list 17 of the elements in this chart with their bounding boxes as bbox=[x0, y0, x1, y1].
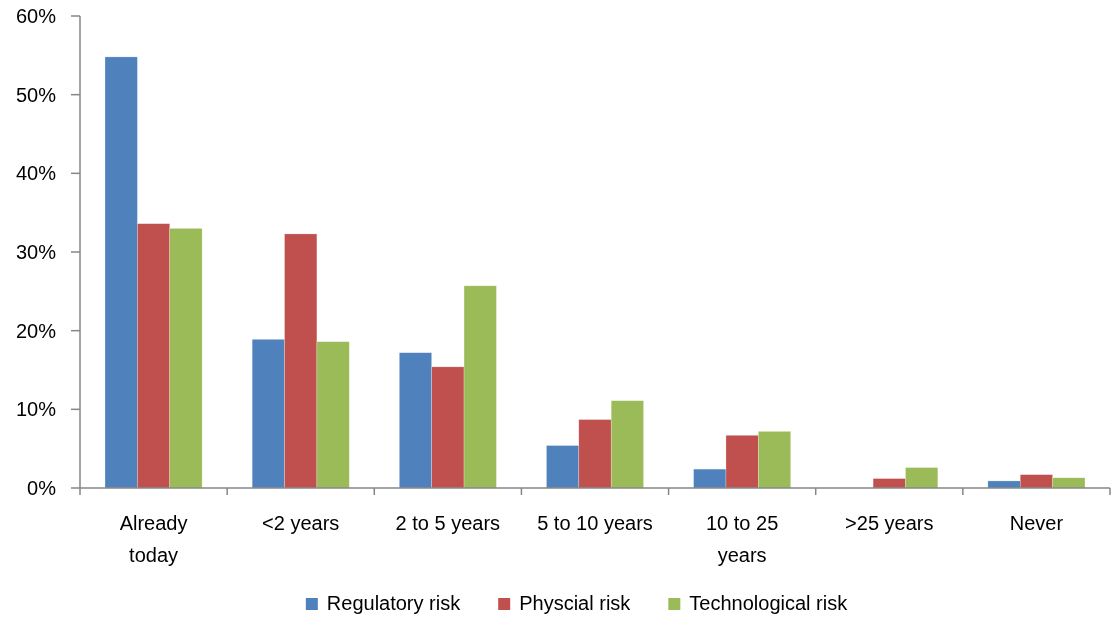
x-tick-label: 2 to 5 years bbox=[395, 512, 501, 534]
y-tick-label: 60% bbox=[15, 5, 57, 27]
legend-label: Technological risk bbox=[689, 592, 849, 614]
x-tick-label: <2 years bbox=[262, 512, 340, 534]
legend-label: Regulatory risk bbox=[326, 592, 462, 614]
legend-label: Physcial risk bbox=[519, 592, 632, 614]
x-tick-label: Already today bbox=[119, 512, 188, 566]
x-tick-label: >25 years bbox=[845, 512, 934, 534]
x-tick-label: 10 to 25 years bbox=[705, 512, 779, 566]
y-tick-label: 20% bbox=[15, 319, 57, 342]
x-tick-label: Never bbox=[1009, 512, 1064, 534]
y-tick-label: 40% bbox=[15, 162, 57, 185]
y-tick-label: 0% bbox=[27, 477, 57, 499]
x-tick-label: 5 to 10 years bbox=[537, 512, 653, 534]
y-tick-label: 10% bbox=[15, 398, 57, 421]
y-tick-label: 50% bbox=[15, 83, 57, 106]
y-tick-label: 30% bbox=[15, 241, 57, 263]
